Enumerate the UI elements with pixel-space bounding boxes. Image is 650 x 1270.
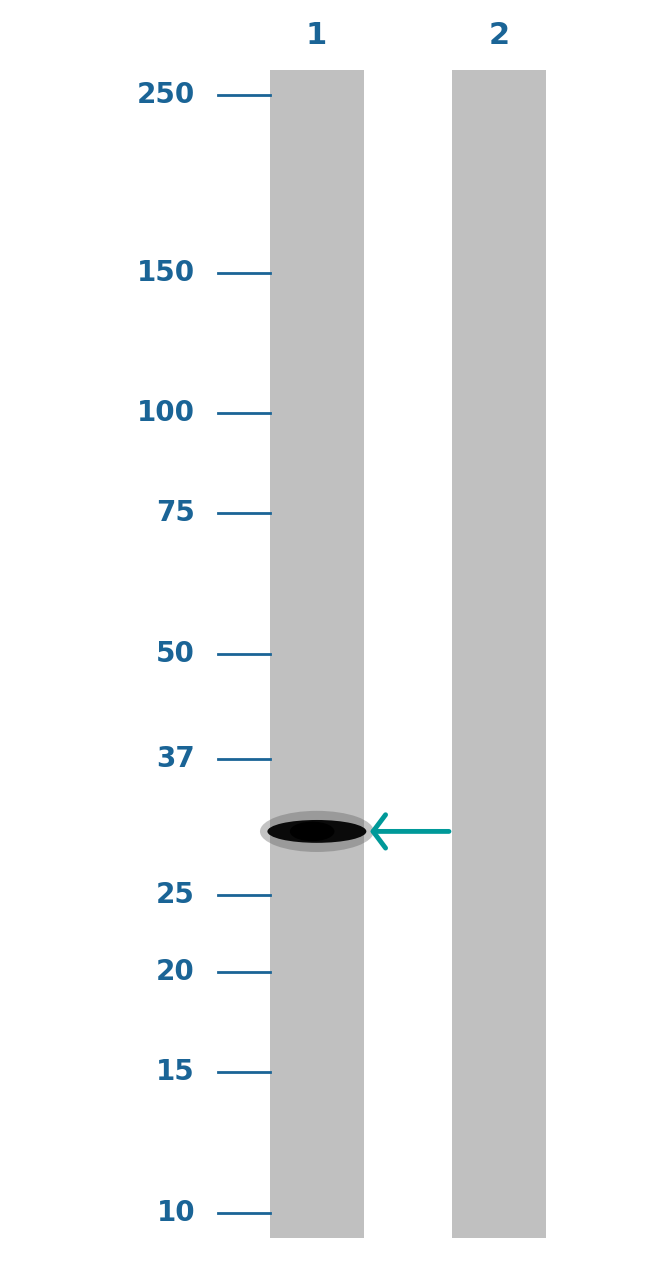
Text: 37: 37 xyxy=(156,744,195,772)
Ellipse shape xyxy=(290,822,335,841)
Text: 1: 1 xyxy=(306,22,327,50)
Text: 150: 150 xyxy=(137,259,195,287)
Text: 25: 25 xyxy=(156,880,195,909)
Bar xyxy=(270,70,364,1238)
Text: 15: 15 xyxy=(156,1058,195,1086)
Text: 20: 20 xyxy=(156,958,195,987)
Text: 100: 100 xyxy=(137,399,195,428)
Text: 75: 75 xyxy=(156,499,195,527)
Ellipse shape xyxy=(260,810,374,852)
Ellipse shape xyxy=(267,820,367,843)
Text: 250: 250 xyxy=(136,81,195,109)
Text: 50: 50 xyxy=(156,640,195,668)
Text: 10: 10 xyxy=(157,1199,195,1227)
Bar xyxy=(452,70,546,1238)
Text: 2: 2 xyxy=(489,22,510,50)
